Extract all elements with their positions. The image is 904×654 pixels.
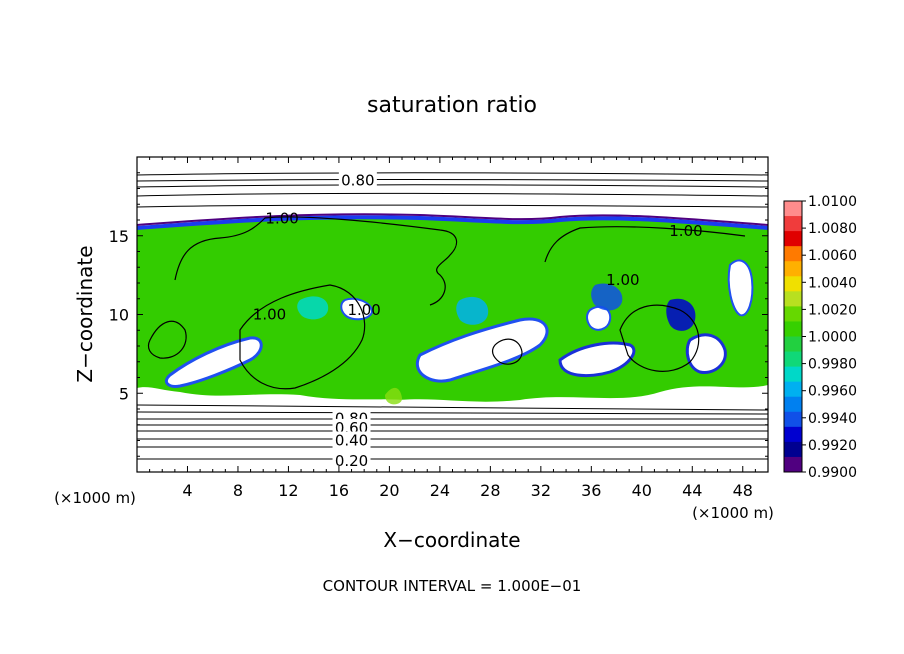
contour-line-upper-3	[137, 184, 768, 188]
cloud-patch-blue-2	[591, 283, 623, 311]
colorbar-label: 1.0100	[808, 194, 857, 210]
colorbar: 1.0100 1.0080 1.0060 1.0040 1.0020 1.0000 0.99…	[783, 194, 857, 481]
y-tick-label: 15	[109, 227, 129, 246]
x-tick-label: 28	[480, 481, 500, 500]
colorbar-label: 1.0020	[808, 302, 857, 318]
colorbar-label: 0.9980	[808, 357, 857, 373]
plot-body: 0.801.001.001.001.00 1.000.800.600.400.20	[137, 157, 768, 472]
cloud-patch-blue-1	[666, 298, 696, 331]
cloud-subsaturated-gap-2	[164, 336, 263, 388]
colorbar-label: 0.9940	[808, 411, 857, 427]
contour-label: 0.80	[341, 172, 374, 190]
contour-line-1-00-top	[174, 216, 746, 306]
x-tick-label: 4	[182, 481, 192, 500]
colorbar-segment	[784, 366, 802, 383]
cloud-subsaturated-gap-5	[727, 259, 754, 317]
contour-line-1-00-left	[147, 320, 187, 359]
cloud-subsaturated-gap-6	[340, 297, 374, 321]
contour-label-bg	[338, 171, 377, 188]
colorbar-label: 0.9900	[808, 465, 857, 481]
x-tick-label: 40	[632, 481, 652, 500]
colorbar-segment	[784, 321, 802, 337]
colorbar-segment	[784, 396, 802, 413]
colorbar-label: 1.0000	[808, 330, 857, 346]
contour-label-bg	[332, 451, 371, 468]
contour-label-bg	[332, 418, 371, 435]
x-axis-label: X−coordinate	[383, 528, 520, 552]
colorbar-label: 1.0040	[808, 275, 857, 291]
contour-label: 1.00	[265, 209, 298, 227]
contour-line-1-00-mid	[239, 284, 366, 390]
x-tick-label: 16	[329, 481, 349, 500]
x-units-label-right: (×1000 m)	[692, 504, 774, 522]
x-tick-label: 48	[733, 481, 753, 500]
x-tick-label: 20	[379, 481, 399, 500]
cloud-patch-cyan-2	[456, 296, 489, 325]
chart-title: saturation ratio	[367, 93, 537, 118]
cloud-patch-yellowgreen	[385, 387, 403, 405]
x-units-label-left: (×1000 m)	[54, 489, 136, 507]
colorbar-label: 0.9920	[808, 438, 857, 454]
contour-labels: 0.801.001.001.001.00 1.000.800.600.400.20	[253, 171, 703, 470]
colorbar-segment	[784, 216, 802, 232]
contour-label: 0.20	[335, 452, 368, 470]
y-axis-label: Z−coordinate	[73, 245, 97, 382]
colorbar-label: 1.0080	[808, 221, 857, 237]
x-tick-label: 8	[233, 481, 243, 500]
colorbar-segment	[784, 231, 802, 247]
contour-label: 1.00	[347, 301, 380, 319]
x-tick-label: 32	[531, 481, 551, 500]
colorbar-segment	[784, 336, 802, 353]
cloud-subsaturated-gap-1	[415, 317, 549, 383]
contour-label-bg	[332, 431, 371, 448]
colorbar-segment	[784, 276, 802, 292]
x-tick-label: 44	[682, 481, 702, 500]
contour-line-1-00-small	[491, 338, 523, 365]
contour-label: 1.00	[669, 222, 702, 240]
contour-label: 1.00	[253, 306, 286, 324]
colorbar-label: 1.0060	[808, 248, 857, 264]
contour-interval-note: CONTOUR INTERVAL = 1.000E−01	[323, 577, 582, 595]
colorbar-segment	[784, 441, 802, 458]
colorbar-segment	[784, 381, 802, 398]
colorbar-segment	[784, 291, 802, 307]
cloud-subsaturated-gap-3	[558, 341, 636, 378]
y-tick-label: 5	[119, 384, 129, 403]
contour-line-1-00-right	[619, 304, 700, 372]
x-tick-label: 12	[278, 481, 298, 500]
colorbar-label: 0.9960	[808, 384, 857, 400]
colorbar-segment	[784, 201, 802, 217]
colorbar-segment	[784, 246, 802, 262]
colorbar-segment	[784, 306, 802, 322]
colorbar-segment	[784, 351, 802, 368]
cloud-subsaturated-gap-4	[685, 333, 727, 375]
x-tick-label: 24	[430, 481, 450, 500]
contour-label: 1.00	[606, 271, 639, 289]
cloud-top-band-purple	[137, 213, 768, 226]
colorbar-segment	[784, 411, 802, 428]
contour-line-upper-2	[137, 179, 768, 182]
cloud-top-band-blue	[137, 215, 768, 230]
colorbar-segment	[784, 426, 802, 443]
y-tick-label: 10	[109, 306, 129, 325]
contour-line-upper-5	[137, 204, 768, 208]
contour-line-upper-4	[137, 192, 768, 197]
contour-label: 0.40	[335, 432, 368, 450]
colorbar-segment	[784, 456, 802, 473]
colorbar-segment	[784, 261, 802, 277]
cloud-patch-cyan-1	[297, 296, 329, 320]
x-tick-label: 36	[581, 481, 601, 500]
contour-line-upper-1	[137, 172, 768, 176]
